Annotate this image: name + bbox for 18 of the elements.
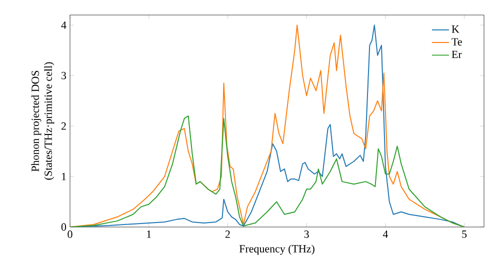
x-tick-label: 2	[225, 230, 230, 238]
x-tick-label: 5	[462, 230, 467, 238]
y-axis-title: Phonon projected DOS (States/THz·primitive cell)	[31, 62, 54, 180]
y-tick-label: 1	[62, 172, 66, 180]
y-tick-label: 0	[61, 223, 66, 231]
x-tick-label: 3	[304, 230, 309, 238]
legend-label: Te	[452, 38, 462, 46]
line-series	[70, 115, 465, 227]
y-tick-label: 4	[61, 21, 66, 29]
x-tick-label: 0	[68, 230, 72, 238]
x-tick-label: 4	[382, 230, 388, 238]
legend-label: Er	[452, 50, 462, 58]
y-tick-label: 2	[61, 122, 66, 130]
line-series	[70, 24, 465, 227]
x-tick-label: 1	[147, 230, 151, 238]
y-tick-label: 3	[62, 72, 66, 80]
legend-label: K	[452, 26, 460, 33]
x-axis-title: Frequency (THz)	[239, 244, 314, 255]
